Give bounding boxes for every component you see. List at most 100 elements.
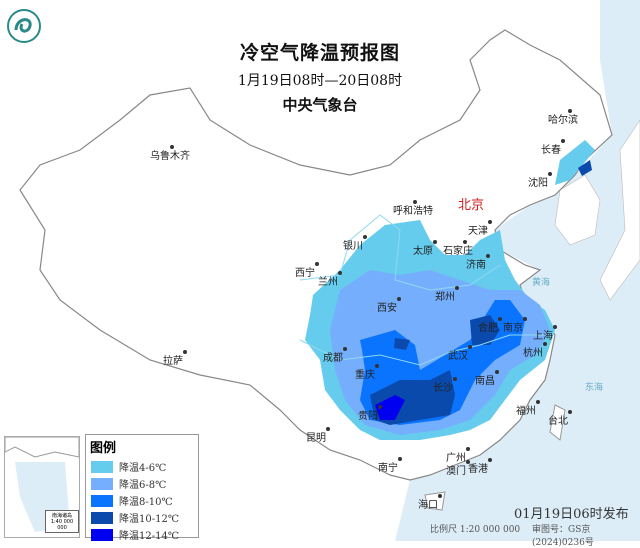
city-dot [438, 494, 442, 498]
city-dot [326, 427, 330, 431]
legend-title: 图例 [90, 441, 117, 456]
legend-label: 降温8-10℃ [119, 497, 173, 508]
south-china-sea-inset: 南海诸岛 1:40 000 000 [4, 436, 80, 538]
legend-swatch [91, 494, 113, 507]
city-dot [343, 347, 347, 351]
city-label: 长沙 [433, 383, 453, 394]
forecast-period: 1月19日08时—20日08时 [237, 73, 403, 89]
city-dot [378, 405, 382, 409]
approval-number: 审图号：GS京(2024)0236号 [532, 525, 594, 548]
city-label: 哈尔滨 [548, 115, 578, 126]
city-label: 澳门 [446, 466, 466, 477]
city-label: 武汉 [448, 351, 468, 362]
city-label: 南宁 [378, 463, 398, 474]
city-label: 广州 [446, 453, 466, 464]
city-dot [486, 254, 490, 258]
city-dot [363, 235, 367, 239]
city-label: 呼和浩特 [393, 206, 433, 217]
city-dot [553, 325, 557, 329]
city-dot [568, 109, 572, 113]
city-label: 拉萨 [163, 356, 183, 367]
city-dot [183, 350, 187, 354]
publish-time: 01月19日06时发布 [514, 507, 629, 522]
city-label: 上海 [533, 331, 553, 342]
capital-label: 北京 [458, 198, 485, 213]
city-dot [170, 145, 174, 149]
city-dot [453, 377, 457, 381]
city-label: 福州 [516, 406, 536, 417]
city-label: 海口 [418, 500, 438, 511]
legend-swatch [91, 460, 113, 473]
city-label: 沈阳 [528, 178, 548, 189]
map-scale: 比例尺 1:20 000 000 [430, 525, 521, 535]
city-dot [466, 460, 470, 464]
city-label: 南京 [503, 323, 523, 334]
map-title: 冷空气降温预报图 [239, 42, 400, 64]
legend-swatch [91, 477, 113, 490]
city-dot [466, 447, 470, 451]
city-dot [543, 342, 547, 346]
city-label: 郑州 [435, 292, 455, 303]
city-dot [561, 139, 565, 143]
legend-label: 降温6-8℃ [119, 480, 167, 491]
inset-scale-value: 1:40 000 000 [50, 519, 74, 531]
city-label: 石家庄 [443, 246, 473, 257]
legend-item: 降温6-8℃ [91, 475, 198, 492]
city-label: 合肥 [478, 323, 498, 334]
legend: 图例 降温4-6℃ 降温6-8℃ 降温8-10℃ 降温10-12℃ 降温12-14℃ [85, 434, 199, 542]
taiwan [549, 404, 566, 441]
legend-item: 降温8-10℃ [91, 492, 198, 509]
city-dot [495, 370, 499, 374]
city-dot [536, 400, 540, 404]
city-label: 台北 [548, 416, 568, 427]
city-dot [498, 317, 502, 321]
city-dot [468, 345, 472, 349]
city-dot [413, 200, 417, 204]
legend-label: 降温4-6℃ [119, 463, 167, 474]
legend-item: 降温12-14℃ [91, 526, 198, 543]
city-dot [568, 410, 572, 414]
legend-swatch [91, 511, 113, 524]
korea-japan [554, 119, 640, 301]
city-label: 杭州 [523, 348, 543, 359]
city-dot [488, 458, 492, 462]
city-dot [315, 262, 319, 266]
city-label: 香港 [468, 464, 488, 475]
sea-label: 黄海 [532, 278, 551, 288]
city-label: 南昌 [475, 376, 495, 387]
yangtze-river [299, 334, 545, 366]
city-dot [398, 457, 402, 461]
city-dot [548, 172, 552, 176]
city-label: 西宁 [295, 268, 315, 279]
city-dot [397, 297, 401, 301]
city-label: 成都 [323, 353, 343, 364]
legend-item: 降温10-12℃ [91, 509, 198, 526]
city-dot [433, 240, 437, 244]
city-label: 乌鲁木齐 [150, 151, 190, 162]
legend-item: 降温4-6℃ [91, 458, 198, 475]
city-dot [455, 286, 459, 290]
city-label: 天津 [468, 226, 488, 237]
city-label: 兰州 [318, 277, 338, 288]
city-label: 西安 [377, 303, 397, 314]
city-label: 长春 [541, 145, 561, 156]
legend-label: 降温12-14℃ [119, 531, 180, 542]
city-label: 昆明 [306, 433, 326, 444]
issuer: 中央气象台 [282, 96, 358, 114]
cold-zone-12-14 [375, 395, 405, 420]
inset-label: 南海诸岛 [51, 513, 72, 519]
inset-scale: 南海诸岛 1:40 000 000 [45, 510, 79, 533]
city-label: 贵阳 [358, 411, 378, 422]
city-dot [338, 271, 342, 275]
ocean [395, 0, 640, 541]
legend-label: 降温10-12℃ [119, 514, 180, 525]
city-label: 重庆 [355, 370, 375, 381]
city-dot [488, 220, 492, 224]
city-label: 银川 [343, 241, 363, 252]
sea-label: 东海 [585, 383, 604, 393]
city-dot [463, 240, 467, 244]
legend-swatch [91, 528, 113, 541]
city-dot [375, 364, 379, 368]
city-label: 太原 [413, 246, 433, 257]
